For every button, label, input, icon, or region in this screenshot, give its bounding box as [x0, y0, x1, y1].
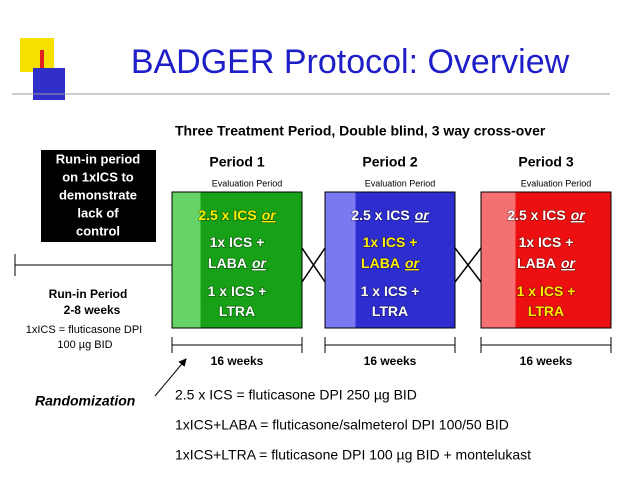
regimen-line: LTRA: [528, 303, 564, 319]
regimen-line: LTRA: [219, 303, 255, 319]
run-in-period-line: 2-8 weeks: [64, 303, 121, 317]
regimen-line: LABA or: [517, 255, 576, 271]
regimen-line: 1 x ICS +: [517, 283, 576, 299]
regimen-or: or: [415, 207, 431, 223]
evaluation-label: Evaluation Period: [212, 178, 283, 188]
run-in-box-line: lack of: [77, 205, 119, 220]
regimen-text: LABA: [361, 255, 400, 271]
randomization: Randomization: [35, 393, 135, 409]
regimen-line: 2.5 x ICS or: [351, 207, 430, 223]
regimen-text: 1x ICS +: [363, 234, 418, 250]
period-strip: [325, 192, 356, 328]
regimen-line: LABA or: [361, 255, 420, 271]
regimen-text: LTRA: [219, 303, 255, 319]
period-label: Period 1: [209, 154, 264, 170]
regimen-text: 1 x ICS +: [517, 283, 576, 299]
run-in-box-line: control: [76, 223, 120, 238]
run-in-box: [41, 150, 156, 242]
period-strip: [481, 192, 516, 328]
definition: 1xICS+LABA = fluticasone/salmeterol DPI …: [175, 417, 509, 433]
crossover: [454, 247, 482, 283]
period-label: Period 2: [362, 154, 417, 170]
regimen-line: 1 x ICS +: [361, 283, 420, 299]
content: Run-in period on 1xICS to demonstrate lack …: [26, 151, 612, 463]
regimen-line: 2.5 x ICS or: [198, 207, 277, 223]
definition: 2.5 x ICS = fluticasone DPI 250 µg BID: [175, 387, 417, 403]
ics-note-line: 1xICS = fluticasone DPI: [26, 324, 142, 336]
ics-note-line: 100 µg BID: [57, 339, 112, 351]
regimen-line: 1 x ICS +: [208, 283, 267, 299]
regimen-text: 1x ICS +: [210, 234, 265, 250]
randomization-arrow: [154, 358, 187, 397]
run-in-box-line: Run-in period: [56, 151, 141, 166]
regimen-text: 2.5 x ICS: [198, 207, 256, 223]
regimen-text: LTRA: [528, 303, 564, 319]
regimen-or: or: [561, 255, 577, 271]
duration-label: 16 weeks: [364, 354, 417, 368]
crossover: [301, 247, 326, 283]
regimen-line: LABA or: [208, 255, 267, 271]
regimen-text: 1 x ICS +: [208, 283, 267, 299]
evaluation-label: Evaluation Period: [521, 178, 592, 188]
regimen-text: 1 x ICS +: [361, 283, 420, 299]
period-strip: [172, 192, 201, 328]
deco-yellow: [20, 38, 54, 72]
regimen-or: or: [571, 207, 587, 223]
run-in-box-line: on 1xICS to: [62, 169, 134, 184]
regimen-text: LTRA: [372, 303, 408, 319]
regimen-line: 1x ICS +: [363, 234, 418, 250]
evaluation-label: Evaluation Period: [365, 178, 436, 188]
title: BADGER Protocol: Overview: [131, 43, 570, 81]
duration-label: 16 weeks: [520, 354, 573, 368]
subtitle: Three Treatment Period, Double blind, 3 …: [175, 123, 546, 139]
deco-blue: [33, 68, 65, 100]
regimen-line: 1x ICS +: [210, 234, 265, 250]
regimen-text: 2.5 x ICS: [351, 207, 409, 223]
regimen-line: 2.5 x ICS or: [507, 207, 586, 223]
regimen-text: 2.5 x ICS: [507, 207, 565, 223]
regimen-text: LABA: [208, 255, 247, 271]
definition: 1xICS+LTRA = fluticasone DPI 100 µg BID …: [175, 447, 531, 463]
period-label: Period 3: [518, 154, 573, 170]
regimen-or: or: [252, 255, 268, 271]
regimen-text: 1x ICS +: [519, 234, 574, 250]
regimen-or: or: [405, 255, 421, 271]
regimen-line: LTRA: [372, 303, 408, 319]
run-in-box-line: demonstrate: [59, 187, 137, 202]
regimen-line: 1x ICS +: [519, 234, 574, 250]
run-in-period-line: Run-in Period: [49, 287, 128, 301]
regimen-text: LABA: [517, 255, 556, 271]
regimen-or: or: [262, 207, 278, 223]
duration-label: 16 weeks: [211, 354, 264, 368]
